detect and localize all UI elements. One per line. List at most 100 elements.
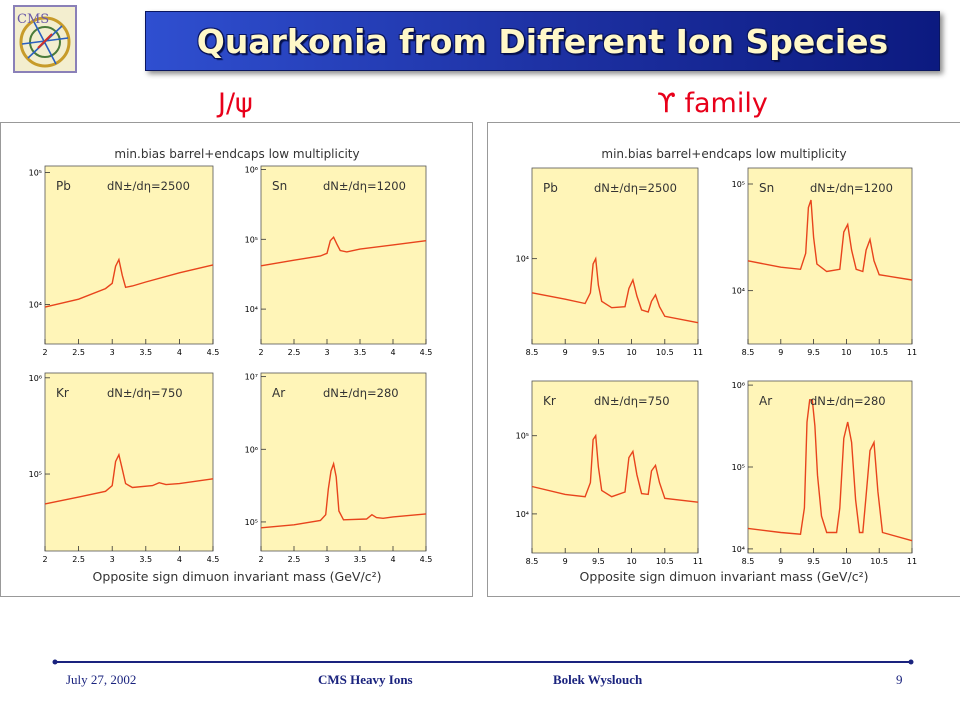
upsilon-pb-ion-label: Pb: [543, 181, 558, 195]
upsilon-ar-plot-area: [747, 380, 913, 554]
jpsi-sn-y-tick-label: 10⁵: [245, 235, 258, 244]
jpsi-sn-x-tick-label: 3: [324, 348, 329, 357]
jpsi-kr-x-tick-label: 3: [110, 555, 115, 564]
upsilon-figure: min.bias barrel+endcaps low multiplicity…: [487, 122, 960, 597]
page-number: 9: [896, 672, 903, 687]
upsilon-kr-plot-area: [531, 380, 699, 554]
upsilon-kr-ion-label: Kr: [543, 394, 556, 408]
upsilon-ar-x-tick-label: 9: [778, 557, 783, 566]
jpsi-ar-x-tick-label: 4: [390, 555, 395, 564]
upsilon-kr-x-tick-label: 9.5: [592, 557, 605, 566]
upsilon-ar-x-tick-label: 11: [907, 557, 917, 566]
upsilon-pb-x-tick-label: 9: [563, 348, 568, 357]
jpsi-pb-x-tick-label: 4: [177, 348, 182, 357]
upsilon-x-axis-label: Opposite sign dimuon invariant mass (GeV…: [580, 569, 869, 584]
jpsi-kr-x-tick-label: 4: [177, 555, 182, 564]
upsilon-ar-y-tick-label: 10⁴: [732, 545, 745, 554]
jpsi-ar-multiplicity: dN±/dη=280: [323, 386, 399, 400]
upsilon-ar-y-tick-label: 10⁶: [732, 381, 745, 390]
upsilon-sn-x-tick-label: 11: [907, 348, 917, 357]
jpsi-pb-y-tick-label: 10⁴: [29, 300, 42, 309]
upsilon-sn-ion-label: Sn: [759, 181, 774, 195]
title-banner: Quarkonia from Different Ion Species: [145, 11, 940, 71]
footer-author: Bolek Wyslouch: [553, 672, 643, 687]
upsilon-sn-x-tick-label: 10.5: [870, 348, 888, 357]
jpsi-sn-x-tick-label: 2: [258, 348, 263, 357]
upsilon-kr-x-tick-label: 8.5: [526, 557, 539, 566]
jpsi-kr-x-tick-label: 2.5: [72, 555, 85, 564]
upsilon-kr-x-tick-label: 9: [563, 557, 568, 566]
jpsi-ar-spectrum-line: [260, 461, 427, 529]
upsilon-ar-x-tick-label: 10.5: [870, 557, 888, 566]
upsilon-kr-x-tick-label: 10.5: [656, 557, 674, 566]
upsilon-header: min.bias barrel+endcaps low multiplicity: [601, 147, 846, 161]
jpsi-sn-plot-area: [260, 165, 427, 345]
jpsi-pb-plot-area: [44, 165, 214, 345]
jpsi-sn-spectrum-line: [260, 235, 427, 267]
jpsi-heading: J/ψ: [218, 88, 253, 119]
upsilon-ar-x-tick-label: 8.5: [742, 557, 755, 566]
jpsi-figure: min.bias barrel+endcaps low multiplicity…: [0, 122, 473, 597]
upsilon-heading: ϒ family: [657, 88, 768, 119]
upsilon-ar-spectrum-line: [747, 399, 913, 542]
upsilon-pb-y-tick-label: 10⁴: [516, 255, 529, 264]
jpsi-sn-y-tick-label: 10⁶: [245, 165, 258, 174]
jpsi-pb-y-tick-label: 10⁵: [29, 169, 42, 178]
jpsi-pb-x-tick-label: 3.5: [139, 348, 152, 357]
upsilon-pb-x-tick-label: 10: [627, 348, 637, 357]
jpsi-header: min.bias barrel+endcaps low multiplicity: [114, 147, 359, 161]
jpsi-chart: min.bias barrel+endcaps low multiplicity…: [29, 147, 433, 584]
jpsi-pb-multiplicity: dN±/dη=2500: [107, 179, 190, 193]
upsilon-kr-y-tick-label: 10⁴: [516, 510, 529, 519]
jpsi-kr-ion-label: Kr: [56, 386, 69, 400]
jpsi-x-axis-label: Opposite sign dimuon invariant mass (GeV…: [93, 569, 382, 584]
jpsi-ar-y-tick-label: 10⁷: [245, 373, 258, 382]
jpsi-pb-x-tick-label: 3: [110, 348, 115, 357]
footer-divider: [52, 659, 914, 665]
footer-group: CMS Heavy Ions: [318, 672, 413, 687]
upsilon-sn-x-tick-label: 9: [778, 348, 783, 357]
jpsi-kr-x-tick-label: 2: [42, 555, 47, 564]
upsilon-kr-y-tick-label: 10⁵: [516, 432, 529, 441]
jpsi-ar-plot-area: [260, 372, 427, 552]
upsilon-symbol: ϒ: [657, 88, 676, 119]
upsilon-pb-x-tick-label: 10.5: [656, 348, 674, 357]
upsilon-sn-x-tick-label: 9.5: [807, 348, 820, 357]
jpsi-sn-ion-label: Sn: [272, 179, 287, 193]
upsilon-kr-x-tick-label: 11: [693, 557, 703, 566]
jpsi-ar-x-tick-label: 4.5: [420, 555, 433, 564]
upsilon-pb-x-tick-label: 8.5: [526, 348, 539, 357]
jpsi-ar-x-tick-label: 2.5: [288, 555, 301, 564]
jpsi-pb-x-tick-label: 2: [42, 348, 47, 357]
cms-logo: CMS: [13, 5, 77, 73]
jpsi-kr-y-tick-label: 10⁶: [29, 374, 42, 383]
jpsi-kr-spectrum-line: [44, 452, 214, 505]
jpsi-pb-x-tick-label: 2.5: [72, 348, 85, 357]
upsilon-pb-multiplicity: dN±/dη=2500: [594, 181, 677, 195]
upsilon-sn-x-tick-label: 10: [841, 348, 851, 357]
upsilon-kr-x-tick-label: 10: [627, 557, 637, 566]
upsilon-pb-x-tick-label: 9.5: [592, 348, 605, 357]
upsilon-ar-ion-label: Ar: [759, 394, 772, 408]
upsilon-sn-y-tick-label: 10⁴: [732, 287, 745, 296]
jpsi-sn-x-tick-label: 4.5: [420, 348, 433, 357]
upsilon-sn-y-tick-label: 10⁵: [732, 180, 745, 189]
jpsi-kr-x-tick-label: 4.5: [207, 555, 220, 564]
jpsi-ar-x-tick-label: 3.5: [354, 555, 367, 564]
upsilon-ar-x-tick-label: 9.5: [807, 557, 820, 566]
upsilon-ar-multiplicity: dN±/dη=280: [810, 394, 886, 408]
jpsi-sn-y-tick-label: 10⁴: [245, 305, 258, 314]
upsilon-sn-x-tick-label: 8.5: [742, 348, 755, 357]
jpsi-sn-x-tick-label: 3.5: [354, 348, 367, 357]
jpsi-sn-multiplicity: dN±/dη=1200: [323, 179, 406, 193]
upsilon-kr-spectrum-line: [531, 433, 699, 503]
jpsi-kr-plot-area: [44, 372, 214, 552]
upsilon-chart: min.bias barrel+endcaps low multiplicity…: [516, 147, 917, 584]
upsilon-sn-spectrum-line: [747, 199, 913, 281]
jpsi-sn-x-tick-label: 4: [390, 348, 395, 357]
jpsi-ar-ion-label: Ar: [272, 386, 285, 400]
upsilon-ar-y-tick-label: 10⁵: [732, 463, 745, 472]
upsilon-pb-plot-area: [531, 167, 699, 345]
upsilon-pb-spectrum-line: [531, 256, 699, 324]
upsilon-ar-x-tick-label: 10: [841, 557, 851, 566]
